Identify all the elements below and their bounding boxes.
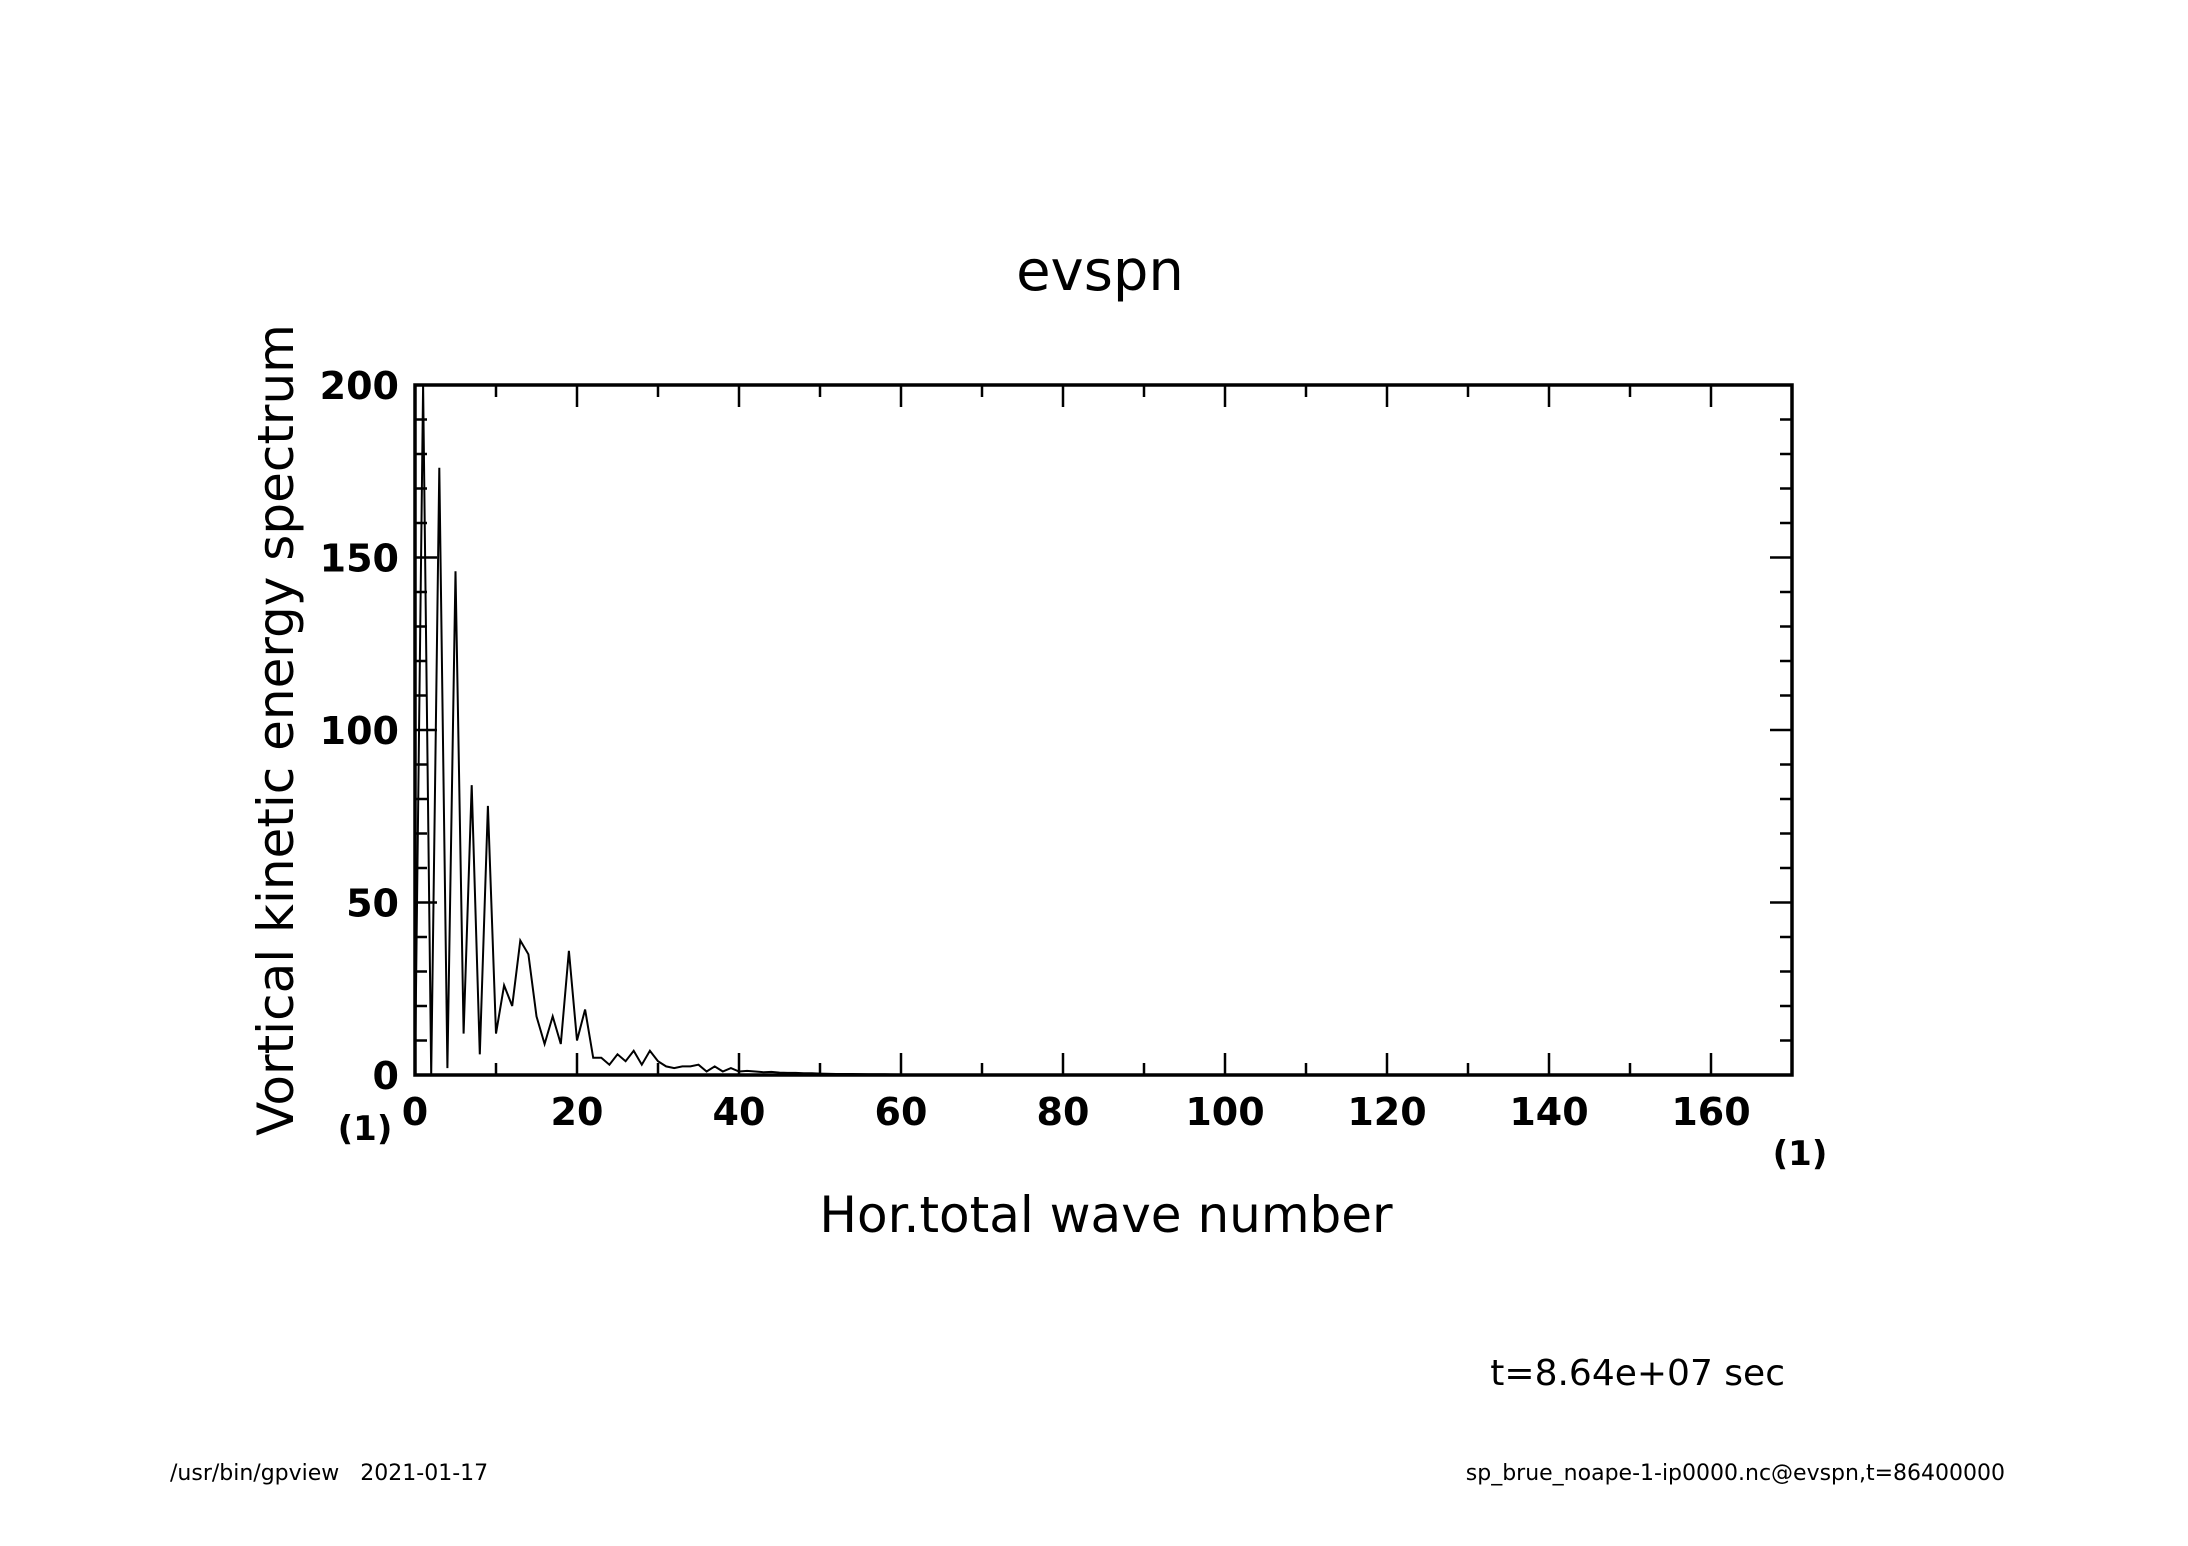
chart-title: evspn <box>1016 239 1184 304</box>
x-axis-label: Hor.total wave number <box>819 1186 1393 1244</box>
y-scale-note: (1) <box>338 1109 393 1149</box>
tick-marks <box>413 383 1794 1077</box>
series-line <box>414 384 1792 1076</box>
axes-frame <box>413 383 1794 1077</box>
y-tick-label: 200 <box>320 364 399 408</box>
y-tick-label: 100 <box>320 709 399 753</box>
x-tick-label: 160 <box>1671 1090 1750 1134</box>
y-tick-label: 50 <box>346 882 399 926</box>
x-scale-note: (1) <box>1773 1134 1828 1174</box>
time-annotation: t=8.64e+07 sec <box>1490 1353 1785 1394</box>
plot-frame <box>413 383 1794 1077</box>
tick-labels: 0 20 40 60 80 100 120 140 160 0 50 100 150 200 <box>320 364 1751 1134</box>
x-tick-label: 0 <box>402 1090 428 1134</box>
x-tick-label: 100 <box>1185 1090 1264 1134</box>
x-tick-label: 80 <box>1037 1090 1090 1134</box>
x-tick-label: 140 <box>1509 1090 1588 1134</box>
x-tick-label: 60 <box>875 1090 928 1134</box>
series-group <box>414 384 1792 1076</box>
y-tick-label: 0 <box>373 1054 399 1098</box>
x-tick-label: 120 <box>1347 1090 1426 1134</box>
x-tick-label: 20 <box>551 1090 604 1134</box>
footer-left: /usr/bin/gpview 2021-01-17 <box>170 1461 488 1486</box>
y-axis-label: Vortical kinetic energy spectrum <box>247 324 305 1136</box>
y-tick-label: 150 <box>320 537 399 581</box>
footer-right: sp_brue_noape-1-ip0000.nc@evspn,t=864000… <box>1466 1461 2005 1486</box>
x-tick-label: 40 <box>713 1090 766 1134</box>
